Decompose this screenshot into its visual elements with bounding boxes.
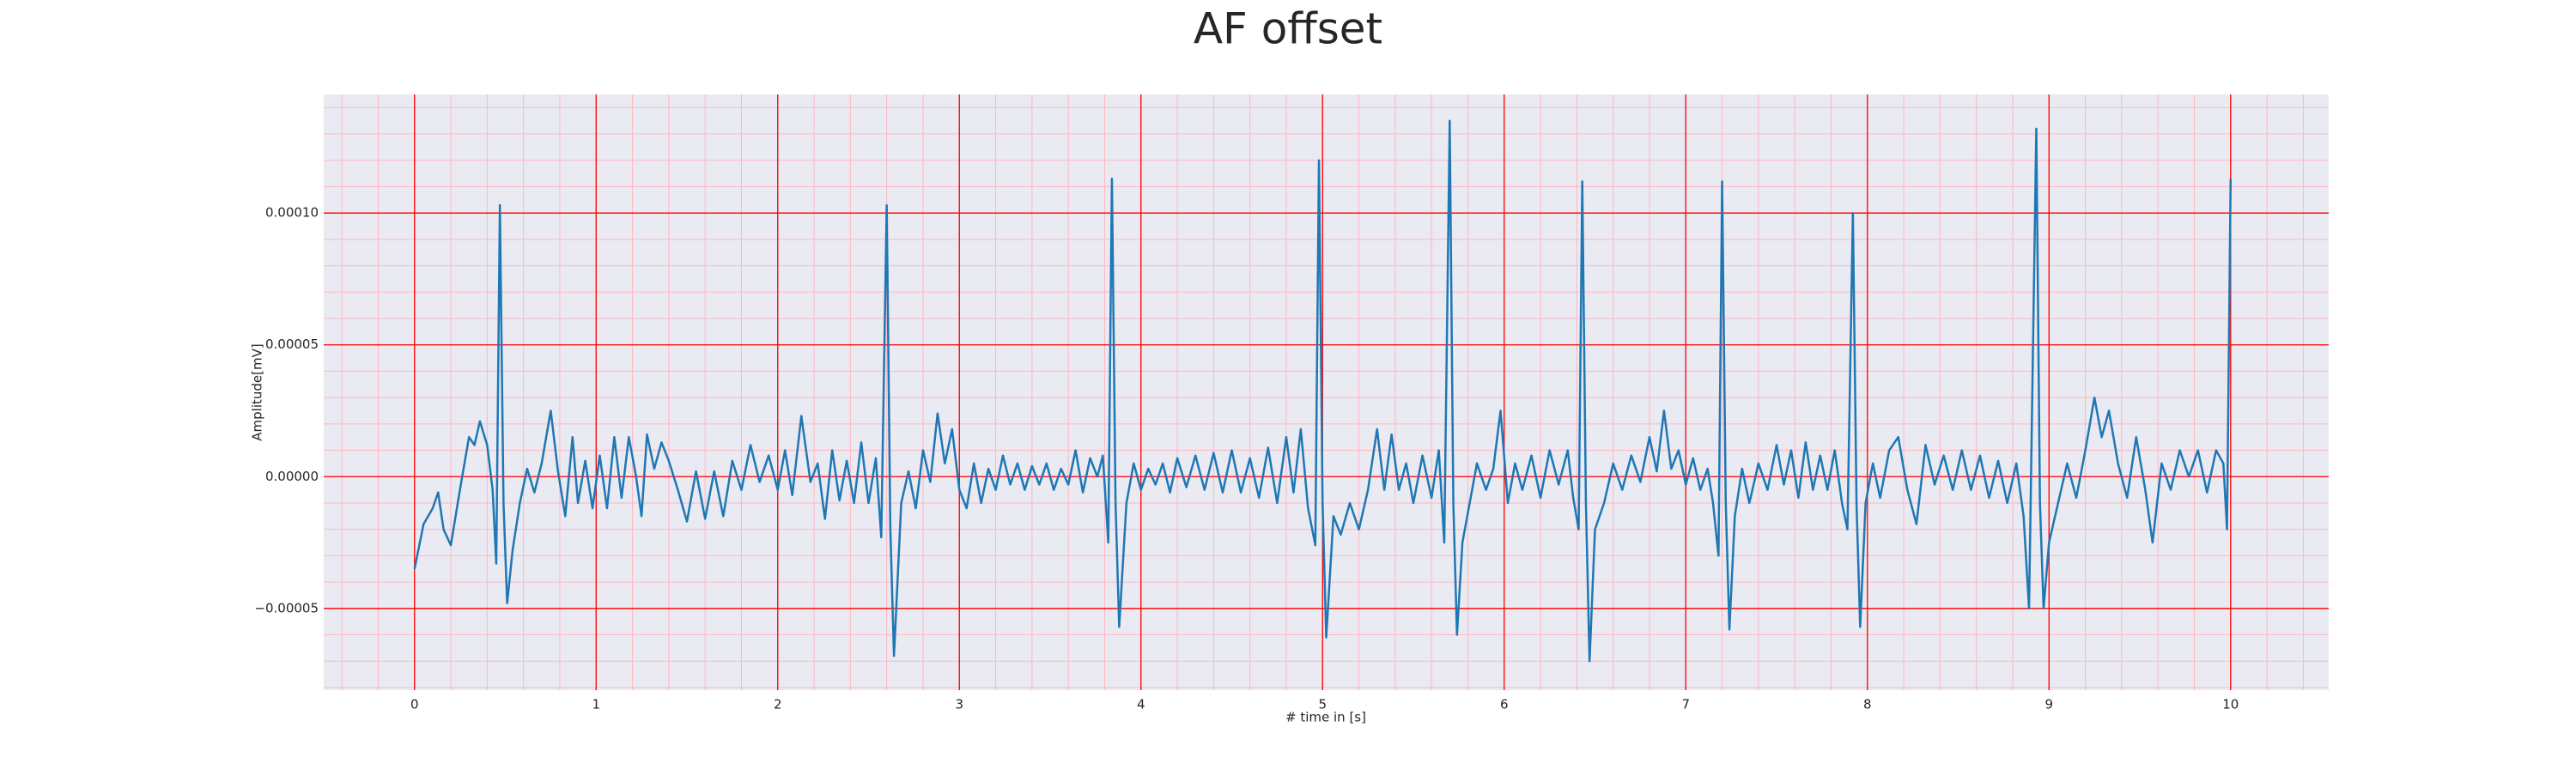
data-line	[413, 119, 2233, 663]
chart-title: AF offset	[1194, 4, 1382, 54]
x-tick-label: 1	[592, 697, 600, 712]
x-tick-label: 10	[2222, 697, 2239, 712]
y-tick-label: 0.00000	[265, 469, 319, 484]
x-tick-label: 4	[1137, 697, 1145, 712]
x-tick-label: 7	[1682, 697, 1691, 712]
y-axis-label: Amplitude[mV]	[250, 343, 265, 440]
x-tick-label: 5	[1318, 697, 1327, 712]
x-tick-label: 0	[410, 697, 419, 712]
x-tick-label: 6	[1500, 697, 1509, 712]
y-tick-label: 0.00005	[265, 336, 319, 352]
y-tick-label: 0.00010	[265, 205, 319, 221]
y-tick-label: −0.00005	[254, 600, 319, 615]
x-tick-label: 8	[1863, 697, 1872, 712]
plot-area	[324, 94, 2329, 690]
x-tick-label: 2	[774, 697, 782, 712]
x-axis-label: # time in [s]	[1285, 710, 1366, 725]
x-tick-label: 9	[2045, 697, 2054, 712]
x-tick-label: 3	[955, 697, 963, 712]
